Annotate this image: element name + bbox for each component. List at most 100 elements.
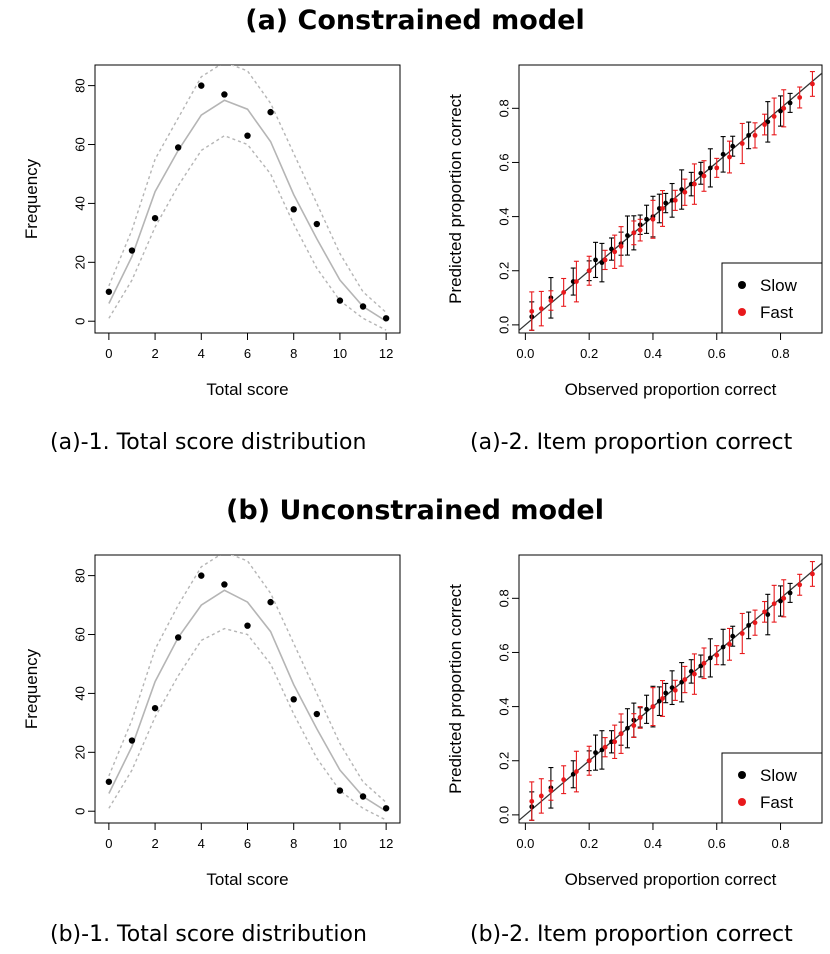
observed-point [290,696,297,703]
observed-point [198,82,205,89]
observed-point [151,214,159,222]
data-point-slow [730,633,736,639]
data-point-fast [529,798,535,804]
data-point-fast [561,777,567,783]
x-tick-label: 4 [198,346,205,361]
data-point-fast [618,731,624,737]
x-tick-label: 0.4 [644,836,662,851]
observed-point [128,247,136,254]
data-point-slow [609,246,614,252]
data-point-fast [561,289,567,295]
data-point-fast [602,744,608,750]
data-point-fast [631,723,637,728]
x-tick-label: 0.2 [580,346,598,361]
x-tick-label: 4 [198,836,205,851]
legend-marker-slow [738,281,746,289]
data-point-fast [548,788,554,793]
data-point-slow [698,170,704,176]
data-point-slow [720,151,726,157]
data-point-fast [574,279,579,284]
reference-line [519,562,822,821]
data-point-fast [672,687,678,693]
observed-point [382,315,390,322]
y-tick-label: 0.0 [496,316,511,334]
lower-band-line [108,627,387,821]
data-point-fast [781,105,787,111]
observed-point [105,288,113,295]
y-axis-label: Predicted proportion correct [446,584,465,794]
data-point-fast [602,257,608,263]
data-point-slow [663,200,669,206]
data-point-slow [644,216,649,222]
data-point-fast [586,268,592,274]
x-tick-label: 2 [151,836,158,851]
charts-row-a: 0 2 4 6 8 10 12 0 20 40 60 80 Total score Frequency 0… [22,64,823,399]
x-tick-label: 8 [290,346,297,361]
observed-point [174,144,182,151]
data-point-slow [787,590,793,596]
observed-point [313,220,321,228]
observed-point [221,91,228,98]
predicted-mean-line [108,99,387,322]
data-point-slow [599,260,605,266]
lower-band-line [108,134,387,331]
data-point-fast [682,189,688,195]
y-tick-label: 0 [72,318,87,325]
y-tick-label: 0.6 [496,643,511,661]
x-tick-label: 2 [151,346,158,361]
y-tick-label: 80 [72,78,87,92]
x-tick-label: 10 [333,346,347,361]
data-point-fast [574,769,579,774]
x-tick-label: 0.4 [644,346,662,361]
observed-point [151,704,159,712]
y-tick-label: 0.8 [496,589,511,607]
x-tick-label: 6 [244,346,251,361]
x-axis-label: Observed proportion correct [565,870,777,889]
data-point-slow [599,747,605,753]
data-point-slow [707,165,713,171]
data-point-fast [650,216,656,222]
legend-box [721,262,823,334]
x-axis-label: Total score [206,380,288,399]
x-tick-label: 0.0 [516,836,534,851]
data-point-slow [707,655,713,661]
data-point-slow [625,233,630,238]
data-point-fast [650,704,656,709]
section-title-b: (b) Unconstrained model [226,495,604,526]
x-tick-label: 6 [244,836,251,851]
data-point-fast [682,677,688,682]
observed-point [105,778,113,785]
y-tick-label: 40 [72,686,87,700]
x-tick-label: 0.2 [580,836,598,851]
legend-label-fast: Fast [760,303,793,322]
data-point-fast [701,660,707,666]
data-point-fast [538,793,544,799]
observed-point [221,581,228,588]
predicted-mean-line [108,589,387,812]
y-tick-label: 80 [72,568,87,582]
x-tick-label: 0.6 [708,836,726,851]
data-point-fast [692,181,697,187]
y-tick-label: 0.0 [496,806,511,824]
observed-point [313,710,321,718]
data-point-slow [746,622,752,628]
data-point-slow [778,108,783,114]
data-point-fast [714,165,720,171]
legend-box [721,752,823,824]
observed-point [359,793,367,800]
observed-point [267,598,274,606]
data-point-slow [669,685,675,691]
data-point-slow [698,663,704,669]
data-point-slow [625,725,630,731]
data-point-fast [752,132,758,138]
data-point-fast [612,249,618,255]
observed-point [382,805,390,812]
data-point-fast [529,308,535,314]
upper-band-line [108,65,387,313]
data-point-fast [631,230,637,236]
data-point-fast [762,122,767,127]
data-point-fast [762,609,767,615]
y-tick-label: 0.6 [496,153,511,171]
observed-point [290,206,297,213]
observed-point [267,108,274,116]
